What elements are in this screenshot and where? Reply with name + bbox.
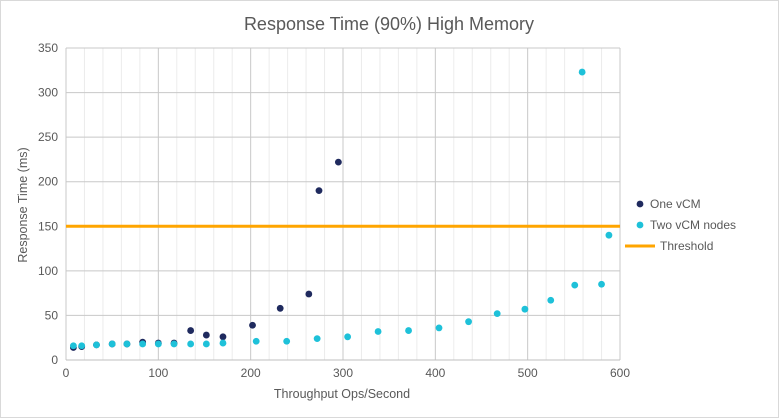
y-tick-label: 200 <box>38 175 58 189</box>
data-point <box>202 331 210 339</box>
data-point <box>219 339 227 347</box>
data-point <box>547 296 555 304</box>
y-tick-label: 0 <box>51 353 58 367</box>
series-2 <box>69 68 613 350</box>
x-tick-label: 0 <box>63 366 70 380</box>
y-axis-label: Response Time (ms) <box>16 147 30 262</box>
data-point <box>154 340 162 348</box>
x-tick-label: 200 <box>241 366 261 380</box>
data-point <box>578 68 586 76</box>
data-point <box>283 337 291 345</box>
data-point <box>521 305 529 313</box>
grid <box>65 47 621 361</box>
data-point <box>465 318 472 326</box>
y-tick-label: 300 <box>38 86 58 100</box>
data-point <box>313 335 321 343</box>
data-point <box>435 324 443 332</box>
data-point <box>139 340 147 348</box>
data-point <box>276 304 284 312</box>
data-point <box>78 342 86 350</box>
data-point <box>252 337 260 345</box>
legend-label: Threshold <box>660 239 713 253</box>
data-point <box>344 333 352 341</box>
data-point <box>405 327 412 334</box>
x-tick-label: 500 <box>518 366 538 380</box>
data-point <box>108 340 116 348</box>
x-axis-label: Throughput Ops/Second <box>274 387 410 401</box>
data-point <box>123 340 131 348</box>
x-tick-label: 400 <box>425 366 445 380</box>
y-tick-label: 100 <box>38 264 58 278</box>
data-point <box>170 340 178 348</box>
data-point <box>315 187 323 195</box>
data-point <box>374 328 382 335</box>
legend-label: One vCM <box>650 197 701 211</box>
data-point <box>334 158 342 166</box>
data-point <box>305 290 313 298</box>
data-point <box>187 340 195 348</box>
legend-marker <box>636 200 644 208</box>
y-tick-label: 250 <box>38 130 58 144</box>
data-point <box>93 341 100 349</box>
y-tick-label: 350 <box>38 41 58 55</box>
data-point <box>69 342 77 350</box>
data-point <box>187 327 195 334</box>
data-point <box>493 310 501 318</box>
data-point <box>571 281 579 289</box>
data-point <box>219 333 227 341</box>
y-tick-label: 150 <box>38 219 58 233</box>
x-tick-label: 600 <box>610 366 630 380</box>
series-1 <box>69 158 342 351</box>
legend: One vCM Two vCM nodes Threshold <box>625 197 736 253</box>
ticks-layer: 0 100 200 300 400 500 600 0 50 100 150 200 250 300 350 <box>38 41 630 380</box>
data-point <box>249 321 256 329</box>
data-point <box>605 231 613 239</box>
x-tick-label: 100 <box>148 366 168 380</box>
x-tick-label: 300 <box>333 366 353 380</box>
legend-marker <box>636 221 644 229</box>
legend-label: Two vCM nodes <box>650 218 736 232</box>
data-point <box>598 280 605 288</box>
data-point <box>202 340 210 348</box>
points-layer <box>69 68 613 351</box>
chart-title: Response Time (90%) High Memory <box>244 14 534 34</box>
y-tick-label: 50 <box>45 308 59 322</box>
